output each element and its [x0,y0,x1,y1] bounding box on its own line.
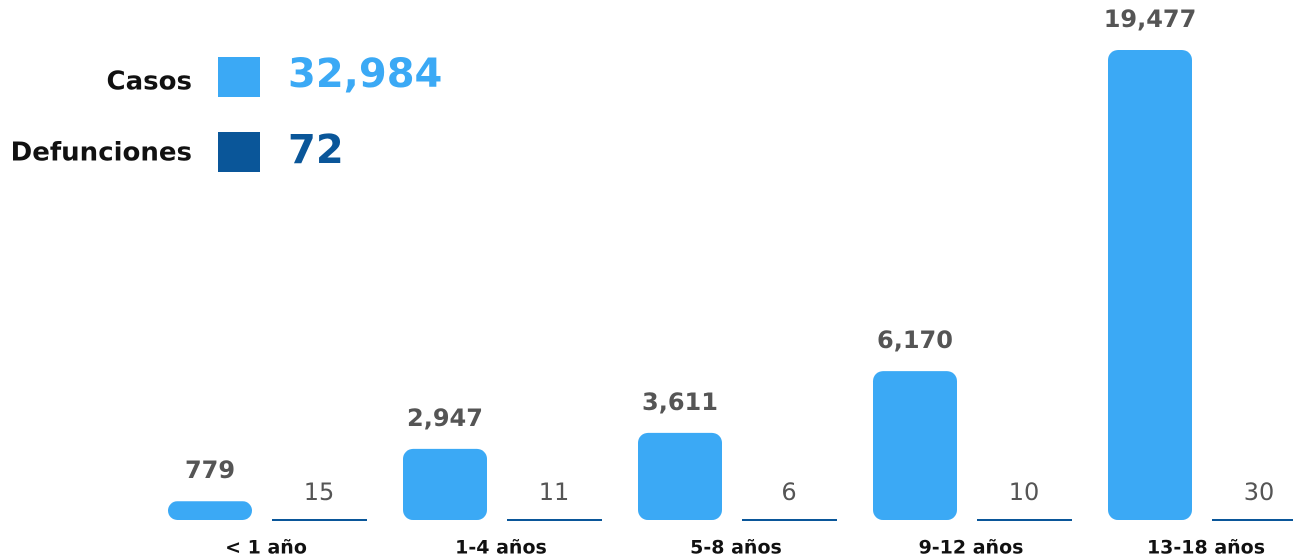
x-tick-label: 5-8 años [690,537,782,559]
bar [1212,519,1293,520]
legend-label: Defunciones [11,138,192,168]
x-tick-label: 9-12 años [919,537,1024,559]
legend-swatch [218,57,260,97]
x-tick-label: 13-18 años [1147,537,1265,559]
legend-total: 72 [288,127,344,173]
value-label: 6 [781,478,796,506]
bar [168,501,252,520]
value-label: 779 [185,456,235,484]
bar [403,448,487,520]
legend-swatch [218,132,260,172]
bar [638,432,722,520]
legend-label: Casos [107,67,192,97]
legend-total: 32,984 [288,51,442,97]
x-tick-label: 1-4 años [455,537,547,559]
value-label: 15 [304,478,335,506]
value-label: 6,170 [877,326,953,354]
value-label: 10 [1009,478,1040,506]
value-label: 30 [1244,478,1275,506]
bar [1108,50,1192,520]
x-tick-label: < 1 año [225,537,307,559]
bar [873,371,957,520]
value-label: 3,611 [642,388,718,416]
value-label: 2,947 [407,404,483,432]
value-label: 19,477 [1104,5,1197,33]
value-label: 11 [539,478,570,506]
